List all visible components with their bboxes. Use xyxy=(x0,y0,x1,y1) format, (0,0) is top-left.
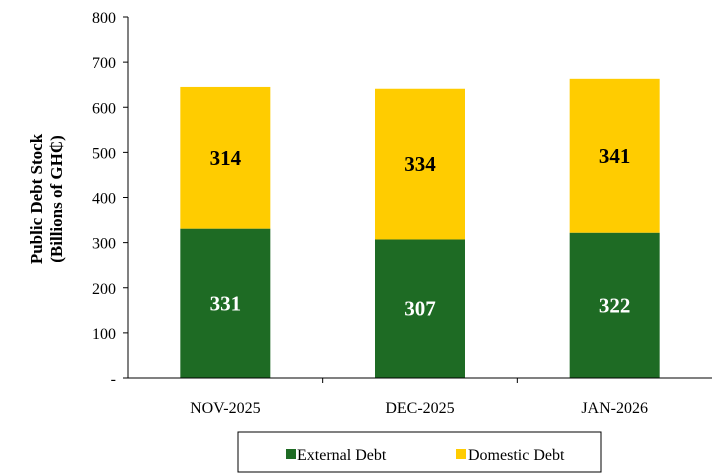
y-tick-label-8: 800 xyxy=(92,10,116,27)
bar-1-0 xyxy=(180,86,271,229)
y-axis-title: Public Debt Stock (Billions of GH₵) xyxy=(27,133,66,264)
bar-0-1 xyxy=(375,239,465,378)
legend-label-external: External Debt xyxy=(297,447,387,464)
data-label-0-2: 322 xyxy=(599,293,631,317)
x-tick-label-1: DEC-2025 xyxy=(385,400,454,417)
data-label-0-0: 331 xyxy=(210,291,242,315)
y-tick-label-1: 100 xyxy=(92,326,116,343)
x-tick-label-2: JAN-2026 xyxy=(581,400,648,417)
y-tick-label-0: - xyxy=(111,371,116,388)
legend-swatch-external xyxy=(286,449,296,459)
bar-1-1 xyxy=(375,88,465,240)
bar-1-2 xyxy=(569,78,660,233)
bar-0-2 xyxy=(569,232,660,378)
y-tick-label-2: 200 xyxy=(92,281,116,298)
bars: 331 314 307 334 322 341 xyxy=(180,78,660,378)
y-tick-label-4: 400 xyxy=(92,191,116,208)
legend: External Debt Domestic Debt xyxy=(237,431,602,473)
legend-label-domestic: Domestic Debt xyxy=(468,447,565,464)
legend-box xyxy=(237,431,602,473)
y-tick-label-7: 700 xyxy=(92,55,116,72)
legend-swatch-domestic xyxy=(456,449,466,459)
y-tick-label-6: 600 xyxy=(92,100,116,117)
y-tick-label-5: 500 xyxy=(92,145,116,162)
y-axis-title-line1: Public Debt Stock xyxy=(27,133,46,264)
x-tick-label-0: NOV-2025 xyxy=(190,400,261,417)
data-label-1-0: 314 xyxy=(210,146,242,170)
data-label-0-1: 307 xyxy=(404,297,436,321)
y-axis-ticks: - 100 200 300 400 500 600 700 800 xyxy=(92,10,128,388)
data-label-1-2: 341 xyxy=(599,144,631,168)
data-label-1-1: 334 xyxy=(404,152,436,176)
y-tick-label-3: 300 xyxy=(92,236,116,253)
y-axis-title-line2: (Billions of GH₵) xyxy=(47,135,66,263)
x-axis-ticks: NOV-2025 DEC-2025 JAN-2026 xyxy=(190,378,648,417)
bar-0-0 xyxy=(180,228,271,378)
